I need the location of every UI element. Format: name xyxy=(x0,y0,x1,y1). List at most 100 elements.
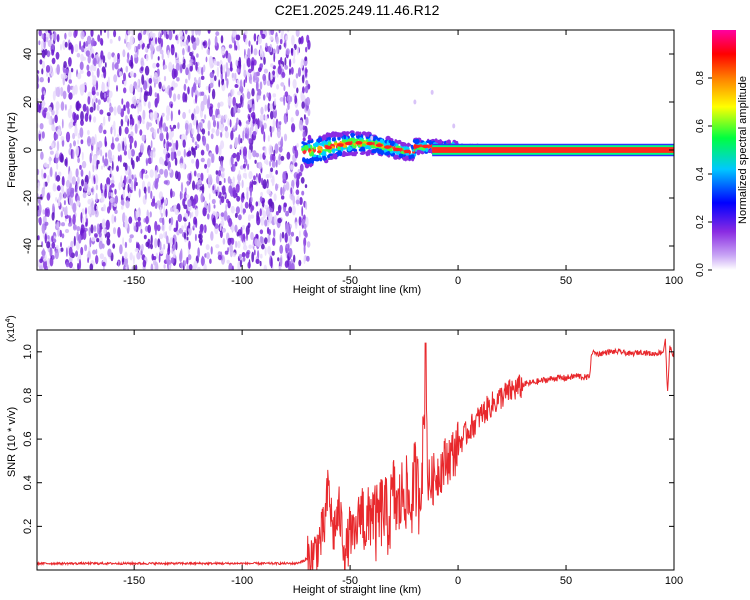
noise-speckle xyxy=(170,216,174,226)
noise-speckle xyxy=(166,140,170,149)
transition-cell xyxy=(416,150,421,156)
noise-speckle xyxy=(113,106,117,116)
spectrogram-y-tick-label: -40 xyxy=(22,238,34,254)
noise-speckle xyxy=(130,131,134,138)
noise-speckle xyxy=(208,193,211,201)
noise-speckle xyxy=(279,121,282,126)
noise-speckle xyxy=(221,46,225,56)
noise-speckle xyxy=(43,162,48,168)
noise-speckle xyxy=(211,114,216,121)
noise-speckle xyxy=(168,87,172,99)
noise-speckle xyxy=(110,126,113,135)
noise-speckle xyxy=(166,235,169,245)
noise-speckle xyxy=(89,237,92,248)
noise-speckle xyxy=(301,74,305,84)
spectrogram-panel: -150 -100 -50 0 50 100 -40 -20 0 20 40 Height of … xyxy=(6,29,749,296)
noise-speckle xyxy=(215,31,220,36)
noise-speckle xyxy=(108,191,111,197)
noise-speckle xyxy=(76,226,81,232)
noise-speckle xyxy=(216,66,220,78)
noise-speckle xyxy=(270,63,274,68)
noise-speckle xyxy=(175,241,178,251)
noise-speckle xyxy=(165,34,169,40)
noise-speckle xyxy=(101,218,106,230)
noise-speckle xyxy=(130,103,135,109)
noise-speckle xyxy=(262,210,267,219)
transition-core xyxy=(355,141,363,145)
noise-speckle xyxy=(44,48,48,56)
noise-speckle xyxy=(299,197,303,205)
noise-speckle xyxy=(120,118,124,127)
noise-speckle xyxy=(42,248,45,259)
noise-speckle xyxy=(142,80,148,91)
noise-speckle xyxy=(40,151,44,160)
noise-speckle xyxy=(41,187,45,198)
transition-cell xyxy=(301,147,304,152)
noise-speckle xyxy=(39,264,43,270)
noise-speckle xyxy=(290,262,295,270)
noise-speckle xyxy=(301,94,306,102)
noise-speckle xyxy=(154,202,158,209)
noise-speckle xyxy=(246,91,251,100)
noise-speckle xyxy=(148,149,151,158)
noise-speckle xyxy=(52,184,57,192)
noise-speckle xyxy=(200,193,204,203)
noise-speckle xyxy=(146,159,148,167)
noise-speckle xyxy=(295,177,300,189)
noise-speckle xyxy=(202,207,207,217)
noise-speckle xyxy=(237,240,241,249)
transition-core xyxy=(375,143,383,147)
noise-speckle xyxy=(217,254,222,261)
noise-speckle xyxy=(46,50,51,58)
noise-speckle xyxy=(152,62,157,69)
noise-speckle xyxy=(303,237,307,247)
noise-speckle xyxy=(298,119,303,131)
noise-speckle xyxy=(170,110,173,122)
noise-speckle xyxy=(259,47,264,58)
noise-speckle xyxy=(219,101,224,107)
noise-speckle xyxy=(147,224,151,234)
noise-speckle xyxy=(61,222,65,227)
noise-speckle xyxy=(112,154,115,161)
noise-speckle xyxy=(185,67,189,76)
noise-speckle xyxy=(221,170,225,180)
noise-speckle xyxy=(139,129,143,136)
noise-speckle xyxy=(123,72,126,82)
noise-speckle xyxy=(64,41,68,48)
noise-speckle xyxy=(189,65,193,72)
noise-speckle xyxy=(176,77,180,82)
noise-speckle xyxy=(95,149,101,156)
noise-speckle xyxy=(297,67,302,77)
noise-speckle xyxy=(113,120,116,130)
noise-speckle xyxy=(42,60,45,69)
noise-speckle xyxy=(50,142,55,149)
transition-cell xyxy=(379,138,384,144)
noise-speckle xyxy=(206,157,211,168)
noise-speckle xyxy=(213,215,216,227)
noise-speckle xyxy=(106,112,111,117)
noise-speckle xyxy=(279,44,282,50)
noise-speckle xyxy=(257,88,262,97)
noise-speckle xyxy=(59,229,62,238)
noise-speckle xyxy=(185,44,188,51)
noise-speckle xyxy=(157,128,160,134)
noise-speckle xyxy=(100,30,102,36)
noise-speckle xyxy=(231,265,234,270)
noise-speckle xyxy=(220,167,225,172)
noise-speckle xyxy=(106,238,111,246)
noise-speckle xyxy=(226,259,230,264)
noise-speckle xyxy=(118,125,122,137)
noise-speckle xyxy=(77,132,81,139)
noise-speckle xyxy=(285,243,289,254)
noise-speckle xyxy=(130,157,133,166)
noise-speckle xyxy=(269,79,274,85)
transition-cell xyxy=(362,143,366,147)
noise-speckle xyxy=(186,257,189,265)
noise-speckle xyxy=(46,111,51,120)
noise-speckle xyxy=(266,92,270,98)
noise-speckle xyxy=(99,60,102,68)
noise-speckle xyxy=(215,191,218,197)
snr-x-axis-label: Height of straight line (km) xyxy=(293,584,421,596)
noise-speckle xyxy=(128,168,132,180)
noise-speckle xyxy=(185,129,188,136)
